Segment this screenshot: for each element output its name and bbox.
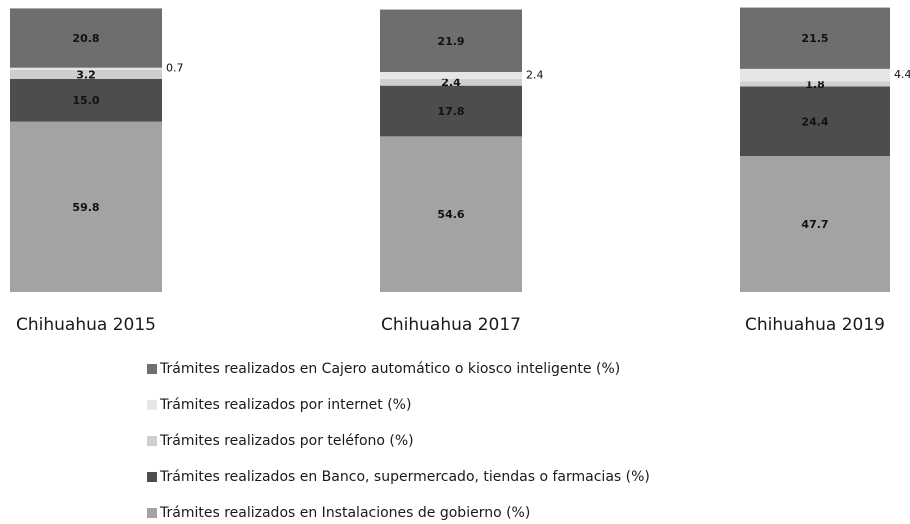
category-label: Chihuahua 2015 <box>16 315 156 335</box>
bar-segment <box>380 136 522 292</box>
legend-swatch <box>147 508 157 518</box>
bar-segment <box>380 85 522 137</box>
category-label: Chihuahua 2019 <box>745 315 885 335</box>
data-label: 15.0 <box>72 94 99 107</box>
legend-item: Trámites realizados en Cajero automático… <box>147 361 620 377</box>
legend-item: Trámites realizados en Instalaciones de … <box>147 505 530 521</box>
legend-swatch <box>147 400 157 410</box>
legend-item: Trámites realizados en Banco, supermerca… <box>147 469 650 485</box>
data-label: 59.8 <box>72 201 99 214</box>
bar-segment <box>380 71 522 79</box>
bar-segment <box>740 68 890 82</box>
bar-segment <box>10 8 162 68</box>
legend-item: Trámites realizados por teléfono (%) <box>147 433 414 449</box>
legend-item: Trámites realizados por internet (%) <box>147 397 411 413</box>
data-label: 21.5 <box>801 32 828 45</box>
legend-label: Trámites realizados por teléfono (%) <box>159 433 414 449</box>
data-label: 2.4 <box>441 76 461 89</box>
data-label: 54.6 <box>437 208 464 221</box>
bar-segment <box>10 67 162 70</box>
bar-segment <box>10 121 162 292</box>
legend-swatch <box>147 472 157 482</box>
bar-segment <box>10 78 162 122</box>
data-label: 20.8 <box>72 32 99 45</box>
legend-label: Trámites realizados en Instalaciones de … <box>159 505 530 521</box>
bar-segment <box>740 86 890 157</box>
bar-segment <box>380 9 522 72</box>
bar-segment <box>10 69 162 79</box>
bar-segment <box>740 156 890 292</box>
legend-label: Trámites realizados por internet (%) <box>159 397 411 413</box>
data-label: 4.4 <box>894 68 910 81</box>
bar-segment <box>740 7 890 69</box>
data-label: 24.4 <box>801 115 828 128</box>
data-label: 47.7 <box>801 218 828 231</box>
data-label: 2.4 <box>526 68 544 81</box>
legend-label: Trámites realizados en Cajero automático… <box>159 361 620 377</box>
legend-label: Trámites realizados en Banco, supermerca… <box>159 469 650 485</box>
data-label: 17.8 <box>437 105 464 118</box>
legend-swatch <box>147 364 157 374</box>
bar-segment <box>740 81 890 87</box>
data-label: 21.9 <box>437 35 464 48</box>
bar-segment <box>380 78 522 86</box>
data-label: 0.7 <box>166 62 184 75</box>
data-label: 3.2 <box>76 68 96 81</box>
category-label: Chihuahua 2017 <box>381 315 521 335</box>
legend-swatch <box>147 436 157 446</box>
